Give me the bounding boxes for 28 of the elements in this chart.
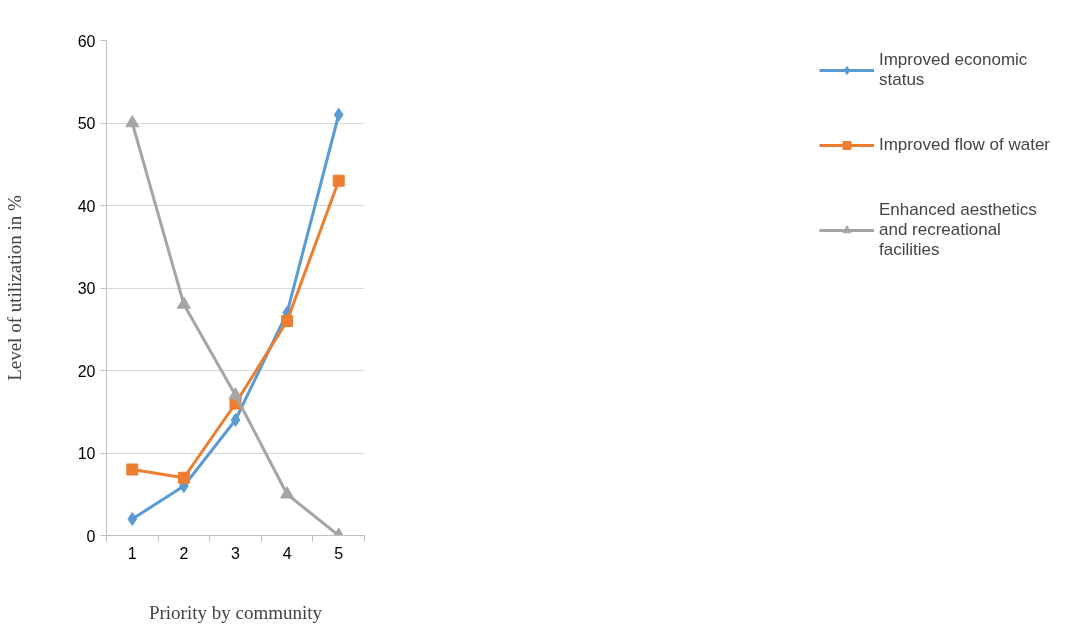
- point: [177, 471, 190, 484]
- x-tick-label: 3: [231, 544, 241, 562]
- point: [176, 296, 191, 309]
- y-tick-label: 50: [77, 115, 96, 132]
- point: [127, 512, 138, 526]
- point: [126, 463, 139, 476]
- y-tick-label: 60: [77, 32, 96, 50]
- y-tick-label: 0: [86, 527, 96, 545]
- point: [228, 387, 243, 400]
- x-tick-label: 1: [127, 544, 137, 562]
- y-tick-label: 20: [77, 362, 96, 380]
- point: [125, 114, 140, 128]
- legend-label: Improved flow of water: [878, 135, 1050, 155]
- x-tick-label: 5: [334, 544, 344, 562]
- legend-label: Enhanced aesthetics and recreational facilities: [878, 200, 1037, 260]
- point: [332, 174, 345, 187]
- point: [333, 107, 344, 122]
- y-axis-title: Level of utilization in %: [3, 194, 25, 381]
- point: [281, 315, 294, 327]
- point: [230, 413, 241, 427]
- y-tick-label: 10: [77, 445, 96, 462]
- legend-label: Improved economic status: [878, 50, 1028, 90]
- y-tick-label: 30: [77, 280, 96, 297]
- x-axis-title: Priority by community: [148, 601, 323, 623]
- y-tick-label: 40: [77, 197, 96, 215]
- point: [280, 486, 295, 499]
- x-tick-label: 4: [282, 544, 292, 562]
- x-tick-label: 2: [179, 544, 189, 562]
